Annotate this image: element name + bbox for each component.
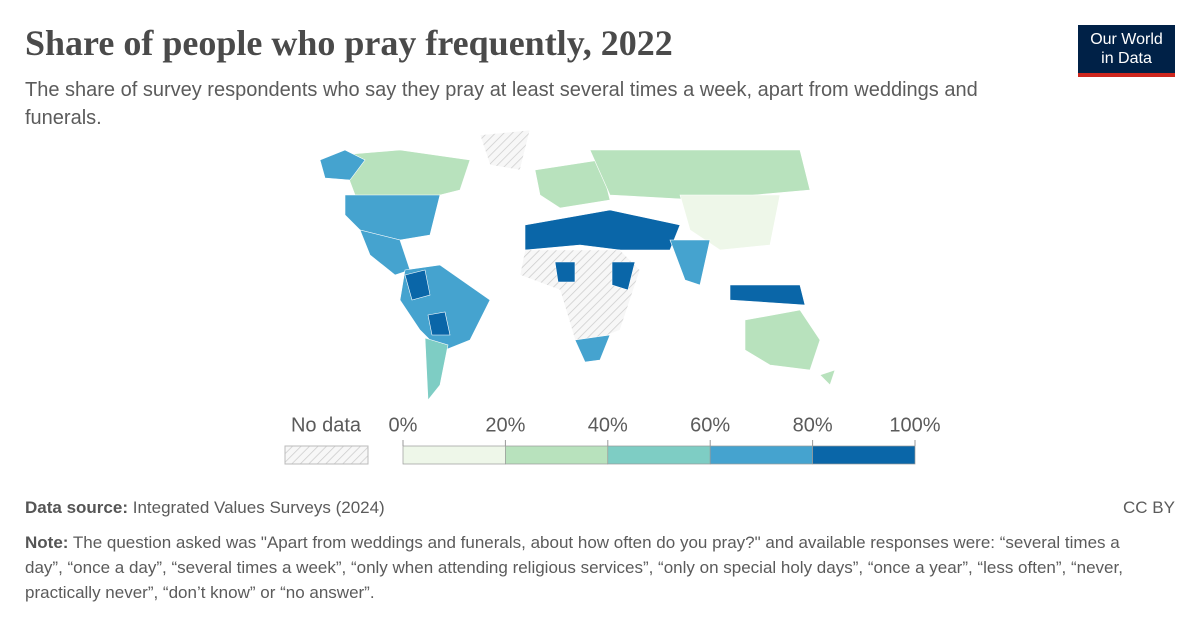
legend-tick-label: 100% xyxy=(889,414,940,436)
subtitle: The share of survey respondents who say … xyxy=(25,79,978,129)
legend-tick-label: 40% xyxy=(588,414,628,436)
europe xyxy=(534,159,611,209)
usa xyxy=(344,194,441,241)
license[interactable]: CC BY xyxy=(1123,498,1175,517)
nigeria xyxy=(554,261,576,283)
logo[interactable]: Our World in Data xyxy=(1078,25,1175,77)
source: Integrated Values Surveys (2024) xyxy=(132,498,385,517)
mexico xyxy=(359,229,411,276)
title: Share of people who pray frequently, 202… xyxy=(25,23,673,63)
legend: No data 0% 20% 40% 60% 80% 100% xyxy=(284,414,941,465)
legend-bin xyxy=(607,445,711,465)
no-data-swatch xyxy=(284,445,369,465)
legend-bin xyxy=(402,445,506,465)
countries xyxy=(319,129,836,401)
source-label: Data source: xyxy=(25,498,128,517)
greenland xyxy=(479,129,531,171)
colombia xyxy=(404,269,431,301)
bolivia xyxy=(427,311,451,336)
note-label: Note: xyxy=(25,533,69,552)
no-data-label: No data xyxy=(291,414,362,436)
legend-bin xyxy=(505,445,609,465)
legend-tick-label: 80% xyxy=(793,414,833,436)
legend-tick-label: 20% xyxy=(485,414,525,436)
south-africa xyxy=(574,334,611,363)
logo-line: Our World xyxy=(1090,31,1163,48)
alaska xyxy=(319,149,366,181)
legend-bin xyxy=(812,445,916,465)
new-zealand xyxy=(819,369,836,386)
north-africa-middle-east xyxy=(524,209,681,251)
legend-bin xyxy=(709,445,813,465)
ethiopia xyxy=(611,261,636,291)
source-line: Data source: Integrated Values Surveys (… xyxy=(25,498,385,518)
logo-line: in Data xyxy=(1101,50,1152,67)
note-line: Note: The question asked was "Apart from… xyxy=(25,530,1155,605)
china xyxy=(679,194,781,251)
indonesia xyxy=(729,284,806,306)
note: The question asked was "Apart from weddi… xyxy=(25,533,1123,602)
india xyxy=(669,239,711,286)
legend-tick-label: 0% xyxy=(389,414,418,436)
argentina xyxy=(424,337,449,401)
australia xyxy=(744,309,821,371)
russia xyxy=(589,149,811,201)
legend-tick-label: 60% xyxy=(690,414,730,436)
